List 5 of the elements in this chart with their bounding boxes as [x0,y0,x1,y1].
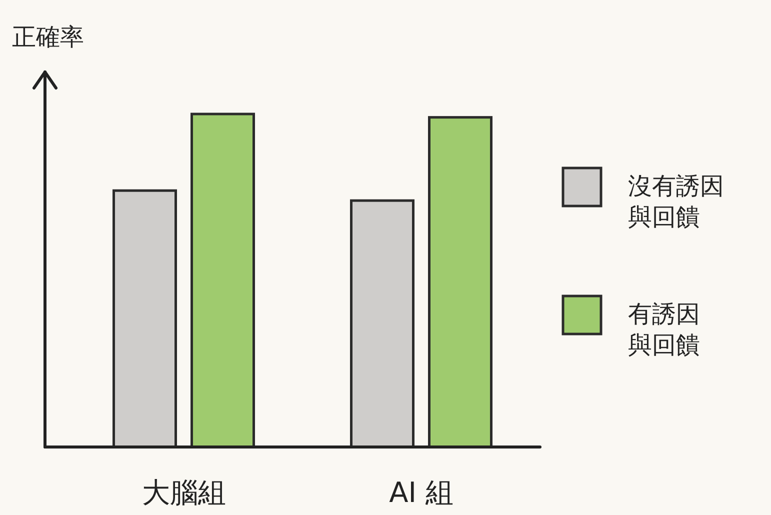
x-tick-label: 大腦組 [142,476,226,509]
legend-label: 有誘因與回饋 [628,300,700,360]
legend-label: 沒有誘因與回饋 [628,172,724,232]
x-tick-label: AI 組 [389,476,454,509]
y-axis-title: 正確率 [12,23,84,51]
